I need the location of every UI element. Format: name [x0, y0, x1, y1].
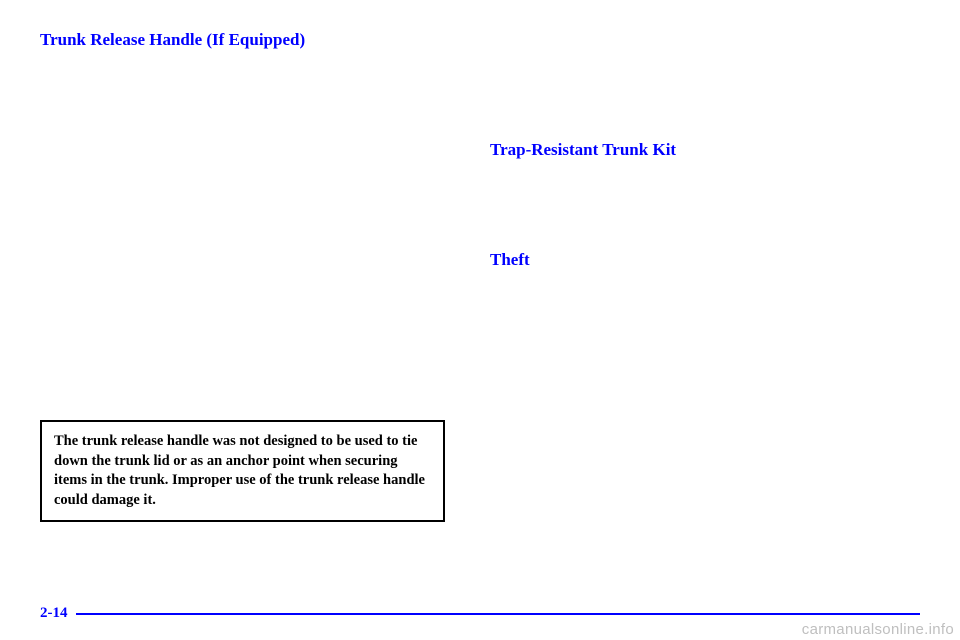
- notice-text: The trunk release handle was not designe…: [54, 432, 431, 510]
- two-column-layout: Trap-Resistant Trunk Kit Theft: [40, 70, 920, 282]
- right-column: Trap-Resistant Trunk Kit Theft: [490, 70, 920, 282]
- watermark-text: carmanualsonline.info: [802, 621, 954, 638]
- page-footer: 2-14: [40, 605, 920, 622]
- left-column: [40, 70, 450, 282]
- page-number: 2-14: [40, 605, 68, 622]
- manual-page: Trunk Release Handle (If Equipped) Trap-…: [0, 0, 960, 640]
- heading-trap-kit: Trap-Resistant Trunk Kit: [490, 140, 920, 160]
- heading-trunk-release: Trunk Release Handle (If Equipped): [40, 30, 920, 50]
- notice-box: The trunk release handle was not designe…: [40, 420, 445, 522]
- footer-rule: [76, 613, 921, 615]
- heading-theft: Theft: [490, 250, 920, 270]
